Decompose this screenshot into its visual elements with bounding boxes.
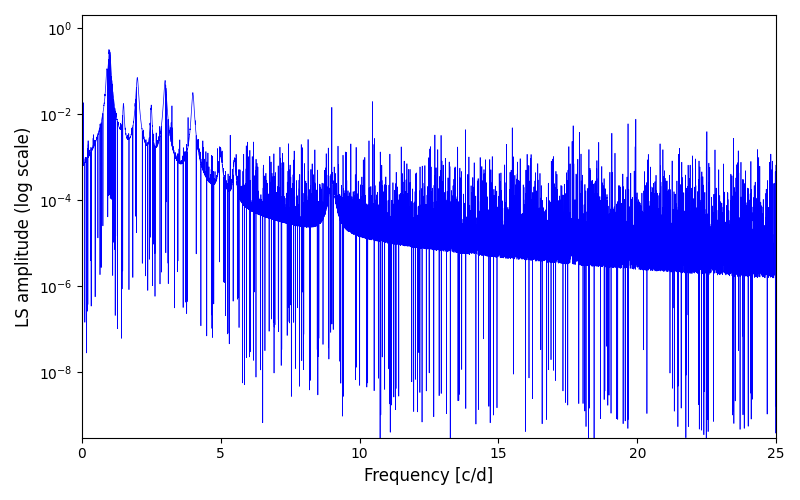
X-axis label: Frequency [c/d]: Frequency [c/d] [364,467,494,485]
Y-axis label: LS amplitude (log scale): LS amplitude (log scale) [15,126,33,326]
